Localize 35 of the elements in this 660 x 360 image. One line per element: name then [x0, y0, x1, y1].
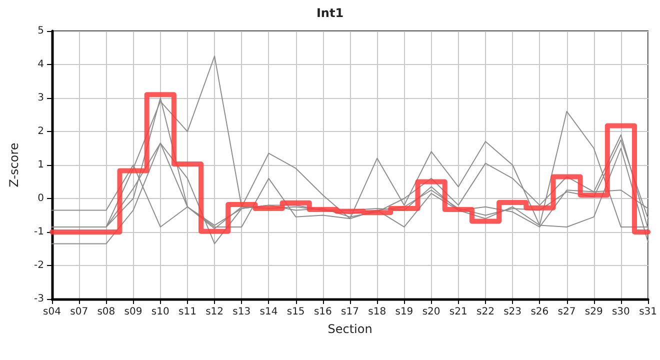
y-tick-label: 0	[38, 193, 44, 204]
x-tick-label: s30	[612, 306, 630, 318]
y-tick-label: 2	[38, 126, 44, 137]
x-tick-label: s17	[341, 306, 359, 318]
x-tick-label: s11	[178, 306, 196, 318]
x-tick-label: s26	[530, 306, 549, 318]
x-tick-label: s20	[422, 306, 440, 318]
x-tick-label: s15	[286, 306, 305, 318]
x-tick-label: s13	[232, 306, 251, 318]
y-tick-label: -3	[34, 294, 44, 304]
x-tick-label: s08	[97, 306, 116, 318]
x-tick-label: s07	[70, 306, 88, 318]
x-tick-label: s10	[151, 306, 170, 318]
x-tick-label: s14	[260, 306, 278, 318]
x-tick-label: s21	[449, 306, 468, 318]
x-tick-label: s04	[43, 306, 61, 318]
x-tick-label: s29	[584, 306, 603, 318]
y-tick-label: -1	[34, 226, 44, 238]
x-tick-label: s19	[395, 306, 414, 318]
x-tick-label: s27	[558, 306, 576, 318]
x-axis-title: Section	[328, 322, 372, 336]
x-tick-label: s12	[206, 306, 224, 318]
y-tick-label: 4	[38, 59, 44, 70]
x-tick-label: s16	[314, 306, 332, 318]
y-tick-label: 5	[38, 26, 44, 36]
x-tick-label: s23	[504, 306, 522, 318]
y-tick-label: 3	[38, 92, 44, 104]
x-tick-label: s31	[639, 306, 657, 318]
y-tick-label: -2	[34, 260, 44, 271]
y-axis-title: Z-score	[7, 142, 21, 188]
x-tick-label: s09	[124, 306, 142, 318]
x-tick-label: s22	[476, 306, 494, 318]
x-tick-label: s18	[368, 306, 386, 318]
chart-title: Int1	[316, 6, 344, 20]
y-tick-label: 1	[38, 160, 44, 170]
